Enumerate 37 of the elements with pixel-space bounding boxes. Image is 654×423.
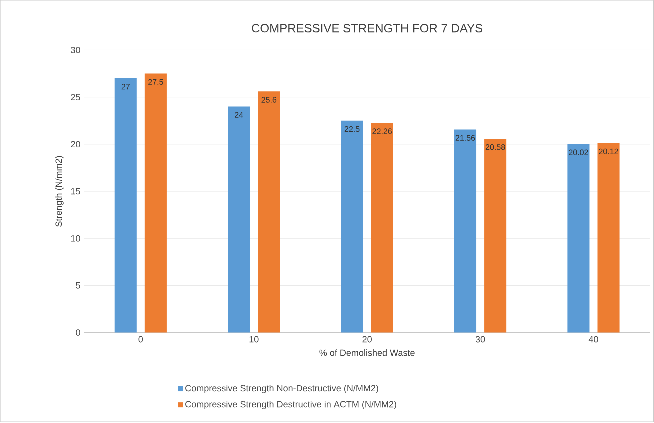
y-tick-label: 30 [71, 47, 80, 54]
bar [568, 144, 590, 333]
y-tick-label: 10 [71, 236, 80, 242]
data-label: 27.5 [148, 80, 164, 86]
x-tick-label: 30 [476, 336, 486, 343]
x-tick-label: 10 [250, 336, 259, 343]
y-axis-title: Strength (N/mm2) [55, 156, 64, 228]
x-tick-label: 20 [362, 336, 372, 343]
y-tick-label: 5 [76, 282, 80, 290]
bar [228, 106, 250, 333]
bar [454, 130, 477, 333]
data-label: 22.26 [372, 128, 392, 135]
y-tick-label: 20 [71, 141, 80, 148]
data-label: 22.5 [344, 126, 360, 132]
bar [598, 144, 620, 333]
data-label: 25.6 [262, 97, 277, 104]
bar [144, 74, 167, 333]
data-label: 21.56 [456, 135, 476, 142]
y-tick-label: 25 [71, 94, 80, 101]
bar [371, 123, 394, 333]
x-tick-label: 40 [588, 336, 598, 343]
legend-label: Compressive Strength Non-Destructive (N/MM2) [186, 385, 378, 394]
data-label: 24 [235, 112, 244, 118]
y-tick-label: 0 [76, 330, 80, 336]
bar [258, 92, 280, 333]
data-label: 20.02 [569, 150, 588, 156]
bar [114, 78, 137, 333]
y-tick-label: 15 [71, 188, 80, 195]
bar [341, 121, 364, 333]
data-label: 20.12 [599, 149, 618, 155]
x-axis-title: % of Demolished Waste [320, 350, 415, 356]
data-label: 20.58 [486, 144, 506, 150]
data-label: 27 [122, 84, 130, 90]
chart-title: COMPRESSIVE STRENGTH FOR 7 DAYS [252, 24, 483, 33]
x-tick-label: 0 [138, 336, 144, 343]
bar [484, 139, 507, 333]
legend-label: Compressive Strength Destructive in ACTM (N/MM2) [186, 401, 396, 410]
